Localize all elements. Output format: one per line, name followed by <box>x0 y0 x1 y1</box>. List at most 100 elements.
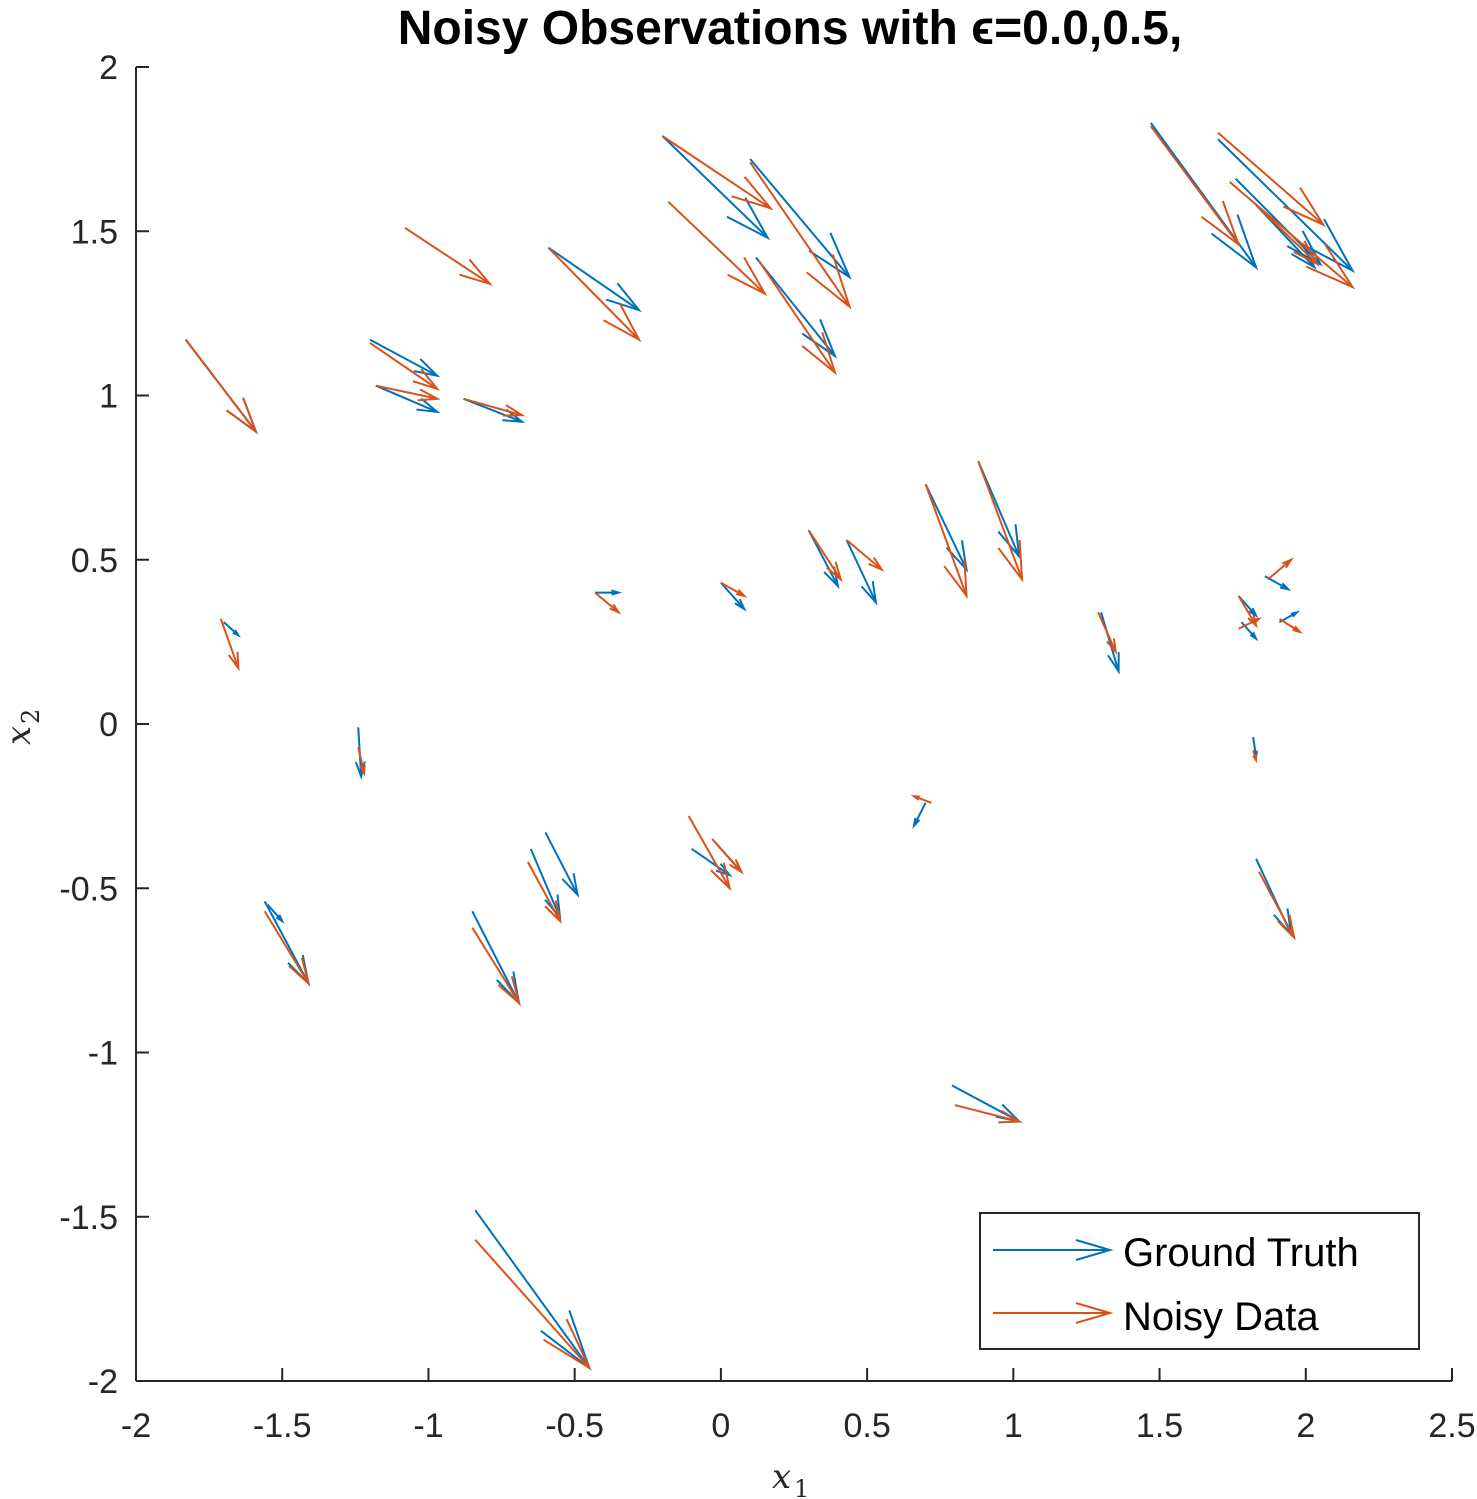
ground-truth-arrow-shaft <box>266 904 283 922</box>
noisy-data-arrow-shaft <box>977 460 1024 580</box>
noisy-data-arrow-shaft <box>924 483 968 597</box>
noisy-data-arrow-head <box>1106 638 1118 655</box>
noisy-data-arrow-shaft <box>1217 131 1324 226</box>
y-tick-label: 1 <box>99 378 118 416</box>
ground-truth-arrow <box>845 539 878 606</box>
noisy-data-arrow-shaft <box>474 1239 591 1369</box>
noisy-data-arrow <box>845 539 885 572</box>
ground-truth-arrow-head <box>726 197 771 241</box>
noisy-data-arrow <box>720 581 748 598</box>
noisy-data-arrow-head <box>868 557 885 572</box>
noisy-data-arrow-shaft <box>845 539 883 571</box>
noisy-data-arrow-shaft <box>375 384 438 400</box>
y-axis-label-main: x <box>0 726 39 745</box>
noisy-data-arrow-head <box>735 589 748 598</box>
noisy-data-arrow <box>1278 618 1303 634</box>
noisy-data-arrow-shaft <box>526 861 561 922</box>
noisy-data-arrow-head <box>1200 200 1241 248</box>
plot-area <box>184 122 1356 1371</box>
ground-truth-arrow-shaft <box>691 848 731 876</box>
noisy-data-arrow-head <box>1281 557 1294 569</box>
ground-truth-arrow-head <box>232 629 241 638</box>
noisy-data-arrow <box>1238 617 1263 630</box>
noisy-data-arrow <box>547 246 642 343</box>
noisy-data-arrow <box>954 1104 1023 1124</box>
noisy-data-arrow-head <box>497 976 521 1007</box>
ground-truth-arrow-head <box>808 232 852 280</box>
noisy-data-arrow-shaft <box>1229 181 1354 288</box>
ground-truth-arrow <box>547 246 642 313</box>
ground-truth-arrow <box>807 529 840 590</box>
noisy-data-arrow-head <box>417 388 441 402</box>
ground-truth-arrow <box>720 582 747 612</box>
noisy-data-arrow <box>661 135 774 211</box>
ground-truth-arrow-shaft <box>474 1209 591 1369</box>
noisy-data-arrow-head <box>806 254 852 310</box>
noisy-data-arrow-shaft <box>471 927 520 1004</box>
noisy-data-arrow-head <box>998 1109 1023 1124</box>
x-tick-label: 1.5 <box>1136 1407 1183 1445</box>
noisy-data-arrow-shaft <box>463 397 523 417</box>
noisy-data-arrow-shaft <box>404 227 491 285</box>
noisy-data-arrow-shaft <box>687 815 731 889</box>
x-tick-label: 0 <box>711 1407 730 1445</box>
ground-truth-arrow-head <box>997 524 1021 560</box>
ground-truth-arrow-head <box>860 580 878 606</box>
ground-truth-arrow-head <box>945 540 969 573</box>
ground-truth-arrow-shaft <box>544 831 579 896</box>
ground-truth-arrow <box>544 831 580 898</box>
y-tick-label: 0 <box>99 706 118 744</box>
series-noisy-data <box>184 125 1356 1371</box>
x-tick-label: -2 <box>121 1407 151 1445</box>
ground-truth-arrow-head <box>1248 607 1259 619</box>
ground-truth-arrow-shaft <box>463 397 523 423</box>
x-tick-label: 2 <box>1296 1407 1315 1445</box>
y-axis-label: x 2 <box>0 709 45 745</box>
ground-truth-arrow-head <box>1290 242 1317 270</box>
ground-truth-arrow-shaft <box>913 802 927 827</box>
noisy-data-arrow <box>807 529 843 583</box>
noisy-data-arrow-shaft <box>369 342 438 390</box>
noisy-data-arrow <box>1258 871 1296 941</box>
noisy-data-arrow <box>263 910 311 987</box>
x-axis-label-main: x <box>772 1457 791 1497</box>
ground-truth-arrow <box>1240 621 1259 642</box>
ground-truth-arrow-shaft <box>1240 621 1257 640</box>
ground-truth-arrow-head <box>1279 582 1292 592</box>
noisy-data-arrow <box>471 927 521 1007</box>
noisy-data-arrow-shaft <box>954 1104 1020 1123</box>
noisy-data-arrow-head <box>502 404 526 417</box>
x-tick-label: 1 <box>1004 1407 1023 1445</box>
noisy-data-arrow-head <box>997 539 1024 583</box>
noisy-data-arrow-head <box>359 764 366 777</box>
ground-truth-arrow <box>1100 612 1120 675</box>
ground-truth-arrow <box>266 904 285 924</box>
ground-truth-arrow-head <box>734 598 747 612</box>
noisy-data-arrow-head <box>710 862 732 892</box>
noisy-data-arrow-shaft <box>1149 125 1240 245</box>
noisy-data-arrow-shaft <box>1097 611 1117 653</box>
noisy-data-arrow-head <box>412 368 441 391</box>
ground-truth-arrow <box>375 384 441 414</box>
noisy-data-arrow-head <box>544 900 562 925</box>
noisy-data-arrow-shaft <box>219 618 240 669</box>
legend-label-noisy-data: Noisy Data <box>1123 1295 1319 1339</box>
noisy-data-arrow-shaft <box>547 246 640 341</box>
ground-truth-arrow <box>661 135 771 241</box>
ground-truth-arrow-shaft <box>1217 138 1354 272</box>
noisy-data-arrow-head <box>1305 243 1356 290</box>
noisy-data-arrow-head <box>1283 187 1326 227</box>
ground-truth-arrow-shaft <box>1100 612 1120 672</box>
noisy-data-arrow <box>357 746 366 777</box>
ground-truth-arrow <box>1217 138 1356 274</box>
noisy-data-arrow-shaft <box>720 581 745 597</box>
noisy-data-arrow <box>687 815 732 892</box>
ground-truth-arrow-head <box>605 282 642 313</box>
noisy-data-arrow-shaft <box>184 339 257 433</box>
ground-truth-arrow <box>369 338 441 378</box>
noisy-data-arrow <box>924 483 968 600</box>
ground-truth-arrow-head <box>1249 631 1259 642</box>
noisy-data-arrow-shaft <box>661 135 772 210</box>
x-axis-label: x 1 <box>772 1457 809 1499</box>
